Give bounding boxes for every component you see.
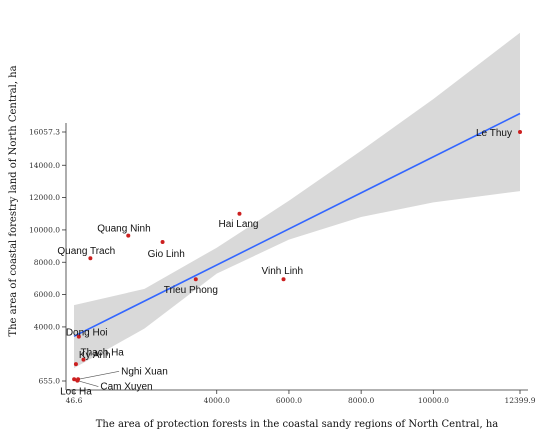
- leader-cam-xuyen: [77, 380, 99, 387]
- y-tick-label: 655.0: [39, 377, 61, 386]
- y-tick-label: 8000.0: [34, 258, 60, 267]
- label-nghi-xuan: Nghi Xuan: [121, 366, 168, 377]
- y-tick-label: 12000.0: [29, 193, 60, 202]
- label-gio-linh: Gio Linh: [148, 249, 185, 260]
- x-tick-label: 4000.0: [204, 396, 230, 405]
- point-thach-ha: [81, 357, 86, 362]
- point-quang-ninh: [126, 233, 131, 238]
- x-tick-label: 8000.0: [348, 396, 374, 405]
- y-tick-label: 10000.0: [29, 225, 60, 234]
- point-gio-linh: [160, 240, 165, 245]
- leader-nghi-xuan: [78, 371, 120, 380]
- point-cam-xuyen: [75, 378, 80, 383]
- point-loc-ha: [72, 377, 77, 382]
- x-axis-title: The area of protection forests in the co…: [96, 419, 499, 430]
- label-loc-ha: Loc Ha: [60, 386, 92, 397]
- x-tick-label: 6000.0: [276, 396, 302, 405]
- regression-line: [73, 112, 521, 338]
- x-tick-label: 46.6: [66, 396, 83, 405]
- label-quang-trach: Quang Trach: [57, 246, 115, 257]
- label-vinh-linh: Vinh Linh: [262, 266, 304, 277]
- point-dong-hoi: [76, 334, 81, 339]
- label-thach-ha: Thach Ha: [81, 348, 125, 359]
- point-hai-lang: [237, 211, 242, 216]
- label-ky-anh: Ky Anh: [79, 350, 111, 361]
- label-trieu-phong: Trieu Phong: [164, 285, 218, 296]
- y-tick-label: 6000.0: [34, 290, 60, 299]
- point-trieu-phong: [193, 277, 198, 282]
- label-hai-lang: Hai Lang: [218, 219, 258, 230]
- y-tick-label: 16057.3: [29, 128, 60, 137]
- label-le-thuy: Le Thuy: [476, 128, 512, 139]
- point-quang-trach: [88, 256, 93, 261]
- point-vinh-linh: [281, 277, 286, 282]
- point-ky-anh: [73, 362, 78, 367]
- label-dong-hoi: Dong Hoi: [66, 328, 108, 339]
- label-cam-xuyen: Cam Xuyen: [100, 382, 152, 393]
- y-axis-title: The area of coastal forestry land of Nor…: [8, 65, 19, 336]
- x-tick-label: 10000.0: [418, 396, 449, 405]
- x-tick-label: 12399.9: [504, 396, 535, 405]
- y-tick-label: 14000.0: [29, 161, 60, 170]
- label-quang-ninh: Quang Ninh: [97, 224, 150, 235]
- point-le-thuy: [518, 130, 522, 134]
- y-tick-label: 4000.0: [34, 322, 60, 331]
- confidence-band: [74, 32, 520, 369]
